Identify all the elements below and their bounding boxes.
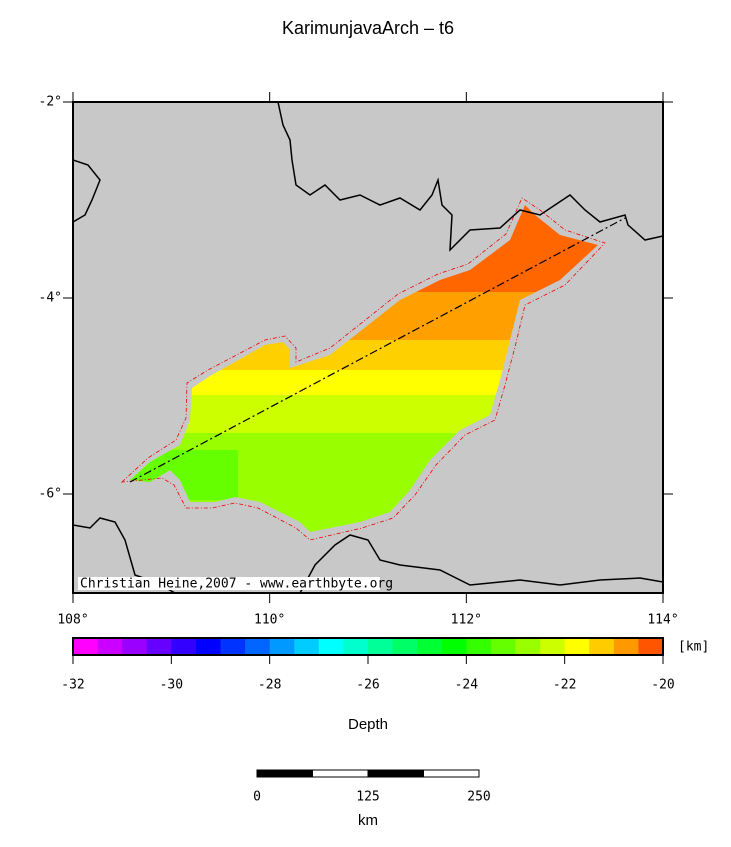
colorbar-cell	[441, 638, 467, 655]
colorbar-cell	[195, 638, 221, 655]
lon-label: 108°	[57, 613, 88, 628]
colorbar-cell	[122, 638, 148, 655]
map: Christian Heine,2007 - www.earthbyte.org	[72, 101, 664, 594]
credit-box	[78, 577, 380, 590]
colorbar-cell	[540, 638, 566, 655]
colorbar-label: Depth	[348, 716, 388, 733]
scale-label: 0	[253, 790, 261, 805]
colorbar-cell	[318, 638, 344, 655]
scale-label: 125	[356, 790, 379, 805]
lat-label: -6°	[39, 487, 62, 502]
lon-label: 114°	[647, 613, 678, 628]
colorbar-cell	[564, 638, 590, 655]
profile-line	[129, 217, 626, 483]
map-frame	[72, 101, 664, 594]
colorbar-cell	[220, 638, 246, 655]
colorbar-tick-label: -24	[455, 678, 479, 693]
colorbar-cell	[368, 638, 394, 655]
colorbar-cell	[245, 638, 271, 655]
colorbar-tick-label: -20	[651, 678, 674, 693]
colorbar-cell	[466, 638, 492, 655]
scale-label: 250	[467, 790, 490, 805]
colorbar-cell	[294, 638, 320, 655]
scale-segment	[423, 769, 480, 778]
lon-label: 110°	[254, 613, 285, 628]
colorbar-cell	[343, 638, 369, 655]
colorbar-cell	[269, 638, 295, 655]
scale-segment	[312, 769, 369, 778]
scale-unit: km	[358, 812, 378, 829]
colorbar-unit: [km]	[678, 640, 709, 655]
lon-label: 112°	[451, 613, 482, 628]
colorbar-cell	[613, 638, 639, 655]
colorbar-cell	[589, 638, 615, 655]
colorbar-tick-label: -22	[553, 678, 576, 693]
colorbar-cell	[97, 638, 123, 655]
colorbar-cell	[638, 638, 664, 655]
colorbar-tick-label: -30	[160, 678, 183, 693]
lat-label: -4°	[39, 291, 62, 306]
scale-segment	[367, 769, 424, 778]
colorbar-tick-label: -28	[258, 678, 281, 693]
colorbar-tick-label: -32	[61, 678, 84, 693]
colorbar-cell	[146, 638, 172, 655]
lat-label: -2°	[39, 95, 62, 110]
colorbar-tick-label: -26	[356, 678, 379, 693]
credit: Christian Heine,2007 - www.earthbyte.org	[80, 577, 393, 592]
colorbar-cell	[73, 638, 99, 655]
colorbar-cell	[171, 638, 197, 655]
scale-segment	[256, 769, 313, 778]
colorbar-cell	[417, 638, 443, 655]
title: KarimunjavaArch – t6	[282, 18, 454, 38]
colorbar-cell	[392, 638, 418, 655]
colorbar-cell	[515, 638, 541, 655]
colorbar-cell	[490, 638, 516, 655]
